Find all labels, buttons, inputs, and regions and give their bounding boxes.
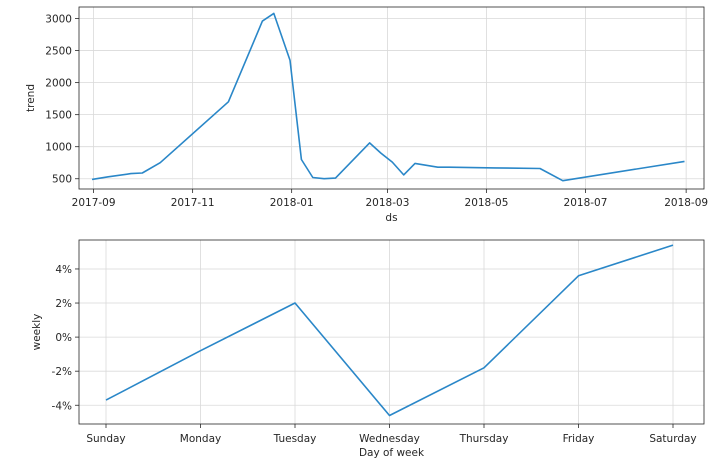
trend-x-tick-label: 2018-07	[564, 197, 608, 209]
trend-gridlines	[79, 7, 704, 189]
trend-x-tick-label: 2018-01	[270, 197, 314, 209]
trend-x-axis-label: ds	[385, 212, 397, 224]
trend-x-tick-label: 2018-03	[366, 197, 410, 209]
weekly-x-tick-label: Monday	[180, 433, 221, 445]
weekly-x-tick-label: Wednesday	[359, 433, 420, 445]
trend-y-tick-label: 2000	[45, 78, 72, 90]
weekly-y-tick-label: -2%	[52, 366, 72, 378]
trend-x-tick-label: 2018-09	[664, 197, 708, 209]
weekly-y-axis-label: weekly	[31, 314, 43, 351]
trend-x-tick-label: 2017-09	[72, 197, 116, 209]
weekly-y-tick-label: 4%	[55, 264, 72, 276]
weekly-y-tick-label: 0%	[55, 332, 72, 344]
weekly-y-tick-label: 2%	[55, 298, 72, 310]
weekly-x-tick-label: Thursday	[459, 433, 509, 445]
trend-x-tick-label: 2017-11	[171, 197, 215, 209]
weekly-panel: Sunday Monday Tuesday Wednesday Thursday Frid…	[31, 239, 705, 459]
weekly-series-line	[105, 244, 674, 417]
trend-y-tick-label: 500	[52, 174, 72, 186]
trend-y-tick-label: 2500	[45, 46, 72, 58]
trend-tick-labels: 2017-09 2017-11 2018-01 2018-03 2018-05 2018-…	[45, 14, 708, 209]
trend-series-line	[91, 12, 685, 182]
trend-plot-frame	[78, 6, 705, 190]
trend-y-tick-label: 1500	[45, 110, 72, 122]
weekly-x-tick-label: Tuesday	[273, 433, 317, 445]
trend-x-tick-label: 2018-05	[465, 197, 509, 209]
weekly-ticks	[75, 268, 674, 428]
weekly-x-axis-label: Day of week	[359, 447, 425, 459]
weekly-plot-frame	[78, 239, 705, 425]
trend-y-axis-label: trend	[25, 84, 37, 112]
trend-panel: 2017-09 2017-11 2018-01 2018-03 2018-05 2018-…	[25, 6, 708, 224]
weekly-x-tick-label: Friday	[563, 433, 595, 445]
weekly-x-tick-label: Sunday	[86, 433, 125, 445]
trend-y-tick-label: 3000	[45, 14, 72, 26]
weekly-gridlines	[79, 240, 704, 424]
weekly-y-tick-label: -4%	[52, 400, 72, 412]
weekly-tick-labels: Sunday Monday Tuesday Wednesday Thursday Frid…	[52, 264, 697, 445]
weekly-x-tick-label: Saturday	[649, 433, 696, 445]
trend-y-tick-label: 1000	[45, 142, 72, 154]
trend-ticks	[75, 18, 687, 193]
